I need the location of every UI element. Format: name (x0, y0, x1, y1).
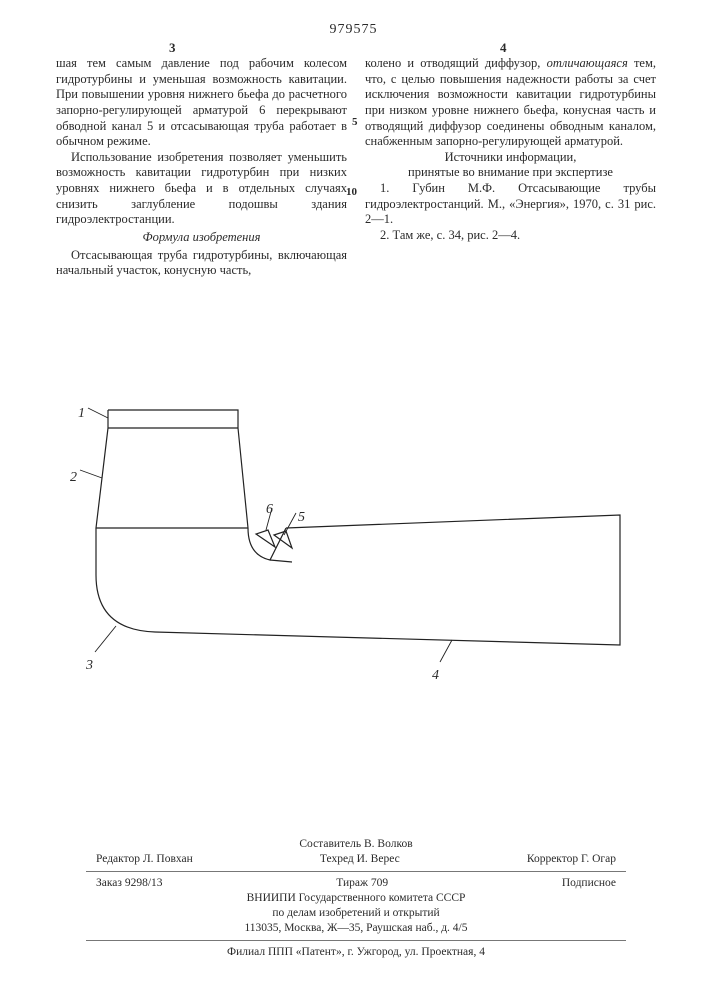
callout-2: 2 (70, 470, 77, 486)
footer-order: Заказ 9298/13 (96, 876, 163, 891)
order-label: Заказ (96, 877, 122, 889)
footer-row-2: Заказ 9298/13 Тираж 709 Подписное (56, 876, 656, 891)
patent-figure: 1 2 3 4 5 6 (60, 400, 640, 720)
tirazh-label: Тираж (336, 877, 368, 889)
text-columns: шая тем самым давление под рабочим колес… (56, 56, 656, 279)
editor-label: Редактор (96, 853, 140, 865)
tirazh-value: 709 (371, 877, 388, 889)
footer-addr2: Филиал ППП «Патент», г. Ужгород, ул. Про… (56, 945, 656, 960)
right-p1-em: отличающаяся (547, 56, 628, 70)
callout-3: 3 (86, 658, 93, 674)
corrector-label: Корректор (527, 853, 578, 865)
right-p2: 1. Губин М.Ф. Отсасывающие трубы гидроэл… (365, 181, 656, 228)
footer-composer: Составитель В. Волков (56, 837, 656, 852)
right-column: колено и отводящий диффузор, отличающаяс… (365, 56, 656, 279)
left-p3: Отсасывающая труба гидротурбины, включаю… (56, 248, 347, 279)
footer-row-1: Редактор Л. Повхан Техред И. Верес Корре… (56, 852, 656, 867)
footer-editor: Редактор Л. Повхан (96, 852, 193, 867)
callout-6: 6 (266, 502, 273, 518)
figure-svg (60, 400, 640, 720)
tech-name: И. Верес (357, 853, 400, 865)
sources-title-1: Источники информации, (365, 150, 656, 166)
editor-name: Л. Повхан (143, 853, 193, 865)
footer-rule-1 (86, 871, 626, 872)
order-value: 9298/13 (125, 877, 163, 889)
left-p1: шая тем самым давление под рабочим колес… (56, 56, 347, 150)
left-column: шая тем самым давление под рабочим колес… (56, 56, 347, 279)
footer-corrector: Корректор Г. Огар (527, 852, 616, 867)
footer-addr1: 113035, Москва, Ж—35, Раушская наб., д. … (56, 921, 656, 936)
sources-title-2: принятые во внимание при экспертизе (365, 165, 656, 181)
callout-1: 1 (78, 406, 85, 422)
corrector-name: Г. Огар (581, 853, 616, 865)
footer-tech: Техред И. Верес (320, 852, 400, 867)
footer-org1: ВНИИПИ Государственного комитета СССР (56, 891, 656, 906)
footer-rule-2 (86, 940, 626, 941)
right-p1: колено и отводящий диффузор, отличающаяс… (365, 56, 656, 150)
left-p2: Использование изобретения позволяет умен… (56, 150, 347, 228)
footer: Составитель В. Волков Редактор Л. Повхан… (56, 837, 656, 960)
right-p1a: колено и отводящий диффузор, (365, 56, 547, 70)
callout-5: 5 (298, 510, 305, 526)
formula-title: Формула изобретения (56, 230, 347, 246)
patent-number: 979575 (0, 22, 707, 38)
footer-subscription: Подписное (562, 876, 616, 891)
footer-tirazh: Тираж 709 (336, 876, 388, 891)
callout-4: 4 (432, 668, 439, 684)
right-p3: 2. Там же, с. 34, рис. 2—4. (365, 228, 656, 244)
composer-label: Составитель (299, 838, 361, 850)
tech-label: Техред (320, 853, 354, 865)
footer-org2: по делам изобретений и открытий (56, 906, 656, 921)
right-column-number: 4 (500, 40, 507, 56)
composer-name: В. Волков (364, 838, 413, 850)
left-column-number: 3 (169, 40, 176, 56)
